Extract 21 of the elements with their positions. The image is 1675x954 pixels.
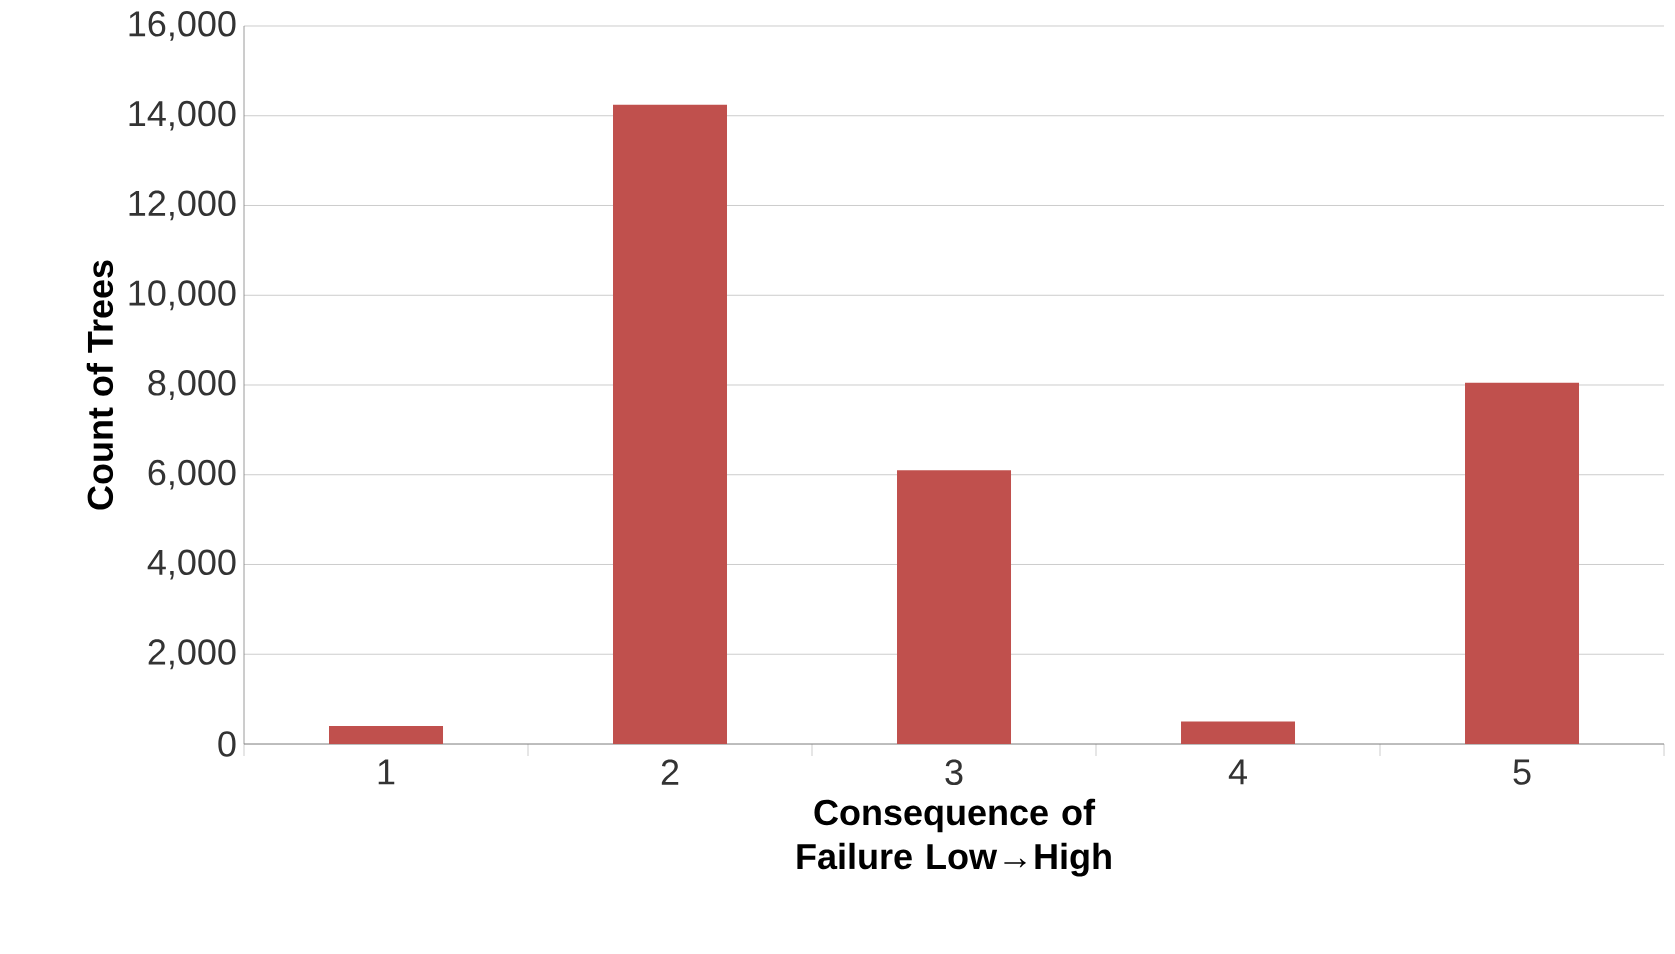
bar — [329, 726, 444, 744]
y-tick-label: 12,000 — [129, 190, 236, 221]
bar — [1181, 721, 1296, 744]
bar — [613, 104, 728, 744]
y-tick-label: 6,000 — [148, 459, 236, 490]
y-tick-label: 10,000 — [129, 280, 236, 311]
x-tick-label: 5 — [1513, 759, 1531, 785]
y-axis-title: Count of Trees — [86, 260, 114, 510]
y-tick-label: 14,000 — [129, 100, 236, 131]
bar — [1465, 382, 1580, 744]
x-axis-title: Consequence of Failure Low→High — [797, 798, 1111, 877]
y-tick-label: 8,000 — [148, 370, 236, 400]
x-tick-label: 1 — [378, 759, 395, 785]
y-tick-label: 4,000 — [147, 549, 236, 580]
x-tick-label: 2 — [661, 759, 679, 785]
y-tick-label: 0 — [218, 731, 236, 757]
y-tick-label: 16,000 — [129, 11, 236, 41]
x-tick-label: 4 — [1228, 759, 1247, 785]
y-tick-label: 2,000 — [148, 639, 236, 670]
bar — [897, 470, 1012, 744]
x-tick-label: 3 — [945, 759, 963, 786]
